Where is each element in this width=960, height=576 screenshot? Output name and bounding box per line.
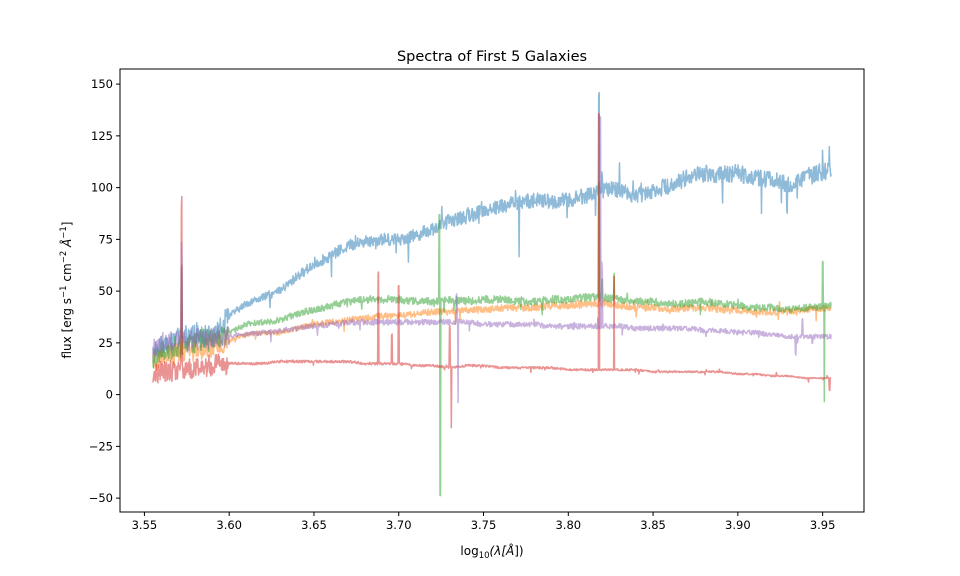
y-axis-label-exp-s: −1 (59, 285, 69, 298)
chart-title: Spectra of First 5 Galaxies (397, 49, 587, 65)
x-tick-label: 3.90 (725, 518, 751, 532)
x-axis-label-open: (λ[ (490, 544, 508, 558)
y-tick-label: 125 (91, 129, 113, 143)
spectrum-line-1 (152, 91, 832, 363)
x-axis-label-angstrom: Å (505, 543, 514, 558)
y-axis-label: flux [erg s−1 cm−2 Å−1] (59, 222, 74, 359)
y-axis-label-exp-cm: −2 (59, 251, 69, 264)
x-tick-label: 3.95 (810, 518, 836, 532)
y-tick-label: 50 (98, 284, 113, 298)
spectrum-line-4 (152, 112, 832, 429)
y-tick-label: −50 (89, 491, 113, 505)
x-axis-label-log: log (460, 544, 478, 558)
x-tick-label: 3.70 (386, 518, 412, 532)
x-tick-label: 3.65 (301, 518, 327, 532)
spectrum-line-3 (152, 181, 832, 497)
plot-frame (119, 68, 865, 513)
x-axis-label: log10(λ[Å]) (460, 543, 523, 561)
y-axis-label-cm: cm (60, 263, 74, 285)
x-tick-label: 3.60 (216, 518, 242, 532)
y-tick-label: −25 (89, 439, 113, 453)
y-axis-label-close: ] (60, 222, 74, 227)
y-tick-label: 25 (98, 336, 113, 350)
y-tick-label: 150 (91, 77, 113, 91)
x-tick-label: 3.85 (640, 518, 666, 532)
x-axis-ticks: 3.55 3.60 3.65 3.70 3.75 3.80 3.85 3.90 3.95 (132, 512, 836, 532)
x-tick-label: 3.55 (132, 518, 158, 532)
spectrum-line-5 (152, 116, 832, 404)
plot-area (120, 69, 864, 512)
y-axis-label-flux: flux [erg s (60, 298, 74, 359)
x-tick-label: 3.80 (555, 518, 581, 532)
y-tick-label: 75 (98, 232, 113, 246)
y-axis-label-exp-a: −1 (59, 226, 69, 239)
y-tick-label: 0 (106, 388, 113, 402)
series-layer (152, 91, 832, 497)
y-tick-label: 100 (91, 181, 113, 195)
x-axis-label-close: ]) (514, 544, 523, 558)
x-axis-label-subscript: 10 (479, 551, 490, 561)
x-tick-label: 3.75 (471, 518, 497, 532)
y-axis-ticks: −50 −25 0 25 50 75 100 125 150 (89, 77, 120, 505)
y-axis-label-angstrom: Å (59, 239, 74, 248)
